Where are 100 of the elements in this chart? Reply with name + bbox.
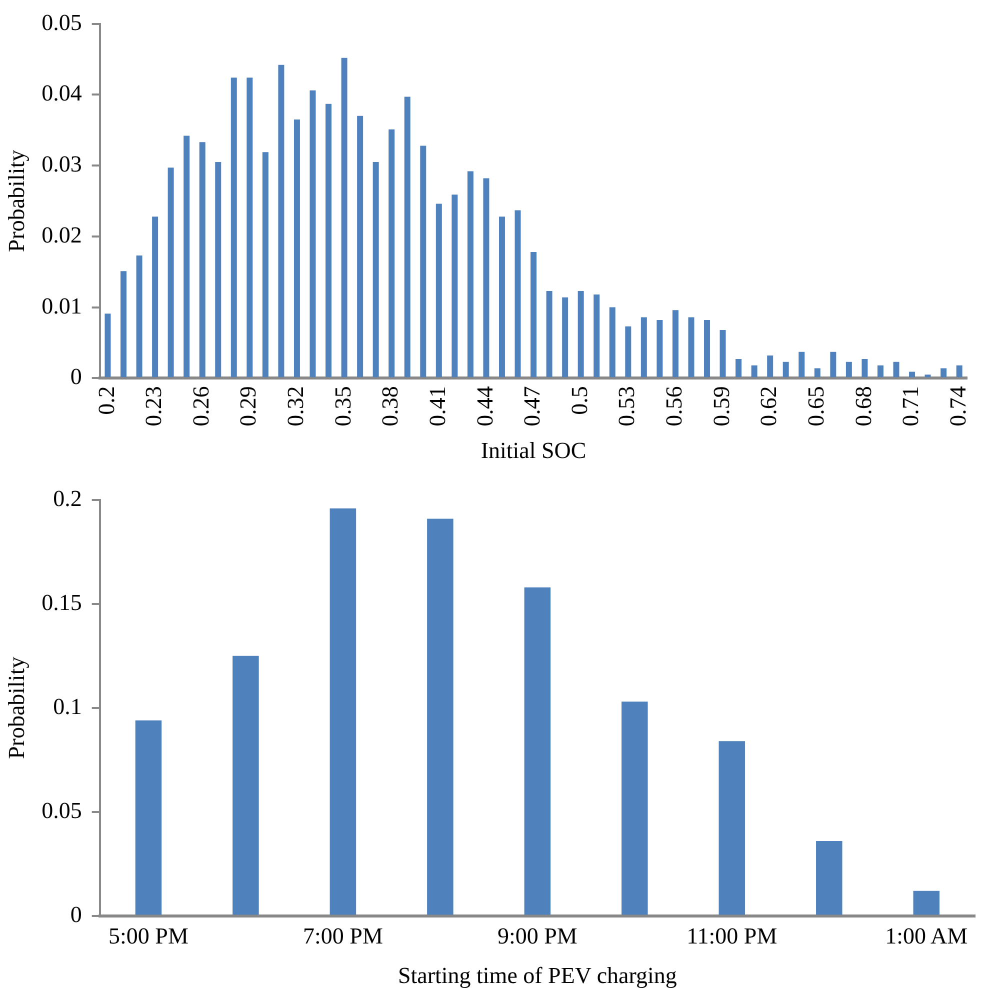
bar [640,317,647,378]
x-tick-label: 0.65 [803,386,828,426]
bar [420,146,426,378]
x-tick-label: 1:00 AM [885,924,968,949]
bar [427,518,454,915]
bar [956,365,962,378]
y-tick-label: 0 [70,364,82,390]
bar [609,307,616,378]
bar [388,129,395,378]
bar [578,290,584,378]
bar [751,365,758,378]
y-axis-title: Probability [4,149,29,252]
bar [184,136,190,378]
bar [846,362,852,378]
bar [436,204,442,378]
bar [720,330,726,378]
bar [120,271,126,378]
bar [940,368,947,378]
bar [357,116,364,378]
x-tick-label: 0.59 [708,386,734,426]
bar [814,368,820,378]
bar [467,171,474,378]
x-tick-label: 0.26 [188,386,214,426]
bar [909,372,916,378]
x-tick-label: 0.29 [236,386,261,426]
bar [767,355,774,378]
bar [278,64,284,378]
y-tick-label: 0.01 [42,293,82,318]
bar [816,840,842,915]
x-tick-label: 0.32 [283,386,308,426]
y-tick-label: 0.1 [53,694,82,719]
bar [625,326,632,378]
bar [294,119,300,378]
bar [877,365,884,378]
x-tick-label: 0.41 [424,386,450,426]
bar [530,252,537,378]
y-tick-label: 0.03 [42,152,82,177]
x-tick-label: 0.44 [472,386,498,426]
x-tick-label: 0.62 [756,386,782,426]
bar [830,352,836,378]
x-tick-label: 0.2 [94,386,119,415]
bar [688,317,694,378]
bar [672,310,678,378]
y-tick-label: 0 [70,902,82,927]
x-tick-label: 0.23 [141,386,166,426]
bar [232,656,259,915]
bar [546,290,552,378]
x-tick-label: 0.38 [378,386,403,426]
bar [136,256,142,378]
bar [782,362,789,378]
bar [524,587,551,915]
x-tick-label: 0.56 [662,386,687,426]
y-tick-label: 0.05 [42,798,82,823]
bar [341,58,348,378]
bar [924,374,931,378]
x-axis-title: Initial SOC [480,438,586,464]
bar [230,78,237,378]
x-tick-label: 0.53 [614,386,640,426]
x-tick-label: 11:00 PM [686,924,778,949]
bar [798,352,805,378]
y-tick-label: 0.05 [42,10,82,35]
y-tick-label: 0.15 [42,590,82,615]
bar [104,314,111,378]
x-tick-label: 0.5 [566,386,592,415]
x-tick-label: 0.68 [850,386,876,426]
bar [199,142,206,378]
bar [862,359,868,378]
y-tick-label: 0.02 [42,222,82,248]
x-tick-label: 7:00 PM [303,924,383,949]
bar [498,216,505,378]
bar [656,320,663,378]
y-tick-label: 0.2 [53,486,82,512]
x-tick-label: 0.47 [520,386,545,426]
bar [404,96,410,378]
x-tick-label: 0.74 [945,386,970,426]
bar [594,294,600,378]
x-axis-title: Starting time of PEV charging [398,963,678,988]
bar [135,720,162,915]
bar [893,362,900,378]
bar [622,702,648,915]
bar [326,104,332,378]
bar [330,508,356,915]
bar [152,216,158,378]
bar [483,178,490,378]
bar [246,78,253,378]
bar [372,162,379,378]
y-axis-title: Probability [4,656,29,760]
bar [718,741,746,915]
bar [704,320,710,378]
y-tick-label: 0.04 [42,80,82,106]
bar [168,168,174,378]
bar [562,297,568,378]
bar [736,359,742,378]
bar [215,162,222,378]
x-tick-label: 9:00 PM [497,924,578,949]
x-tick-label: 0.35 [330,386,356,426]
bar [514,210,521,378]
bar [913,890,940,915]
x-tick-label: 0.71 [898,386,924,426]
bar [262,152,268,378]
